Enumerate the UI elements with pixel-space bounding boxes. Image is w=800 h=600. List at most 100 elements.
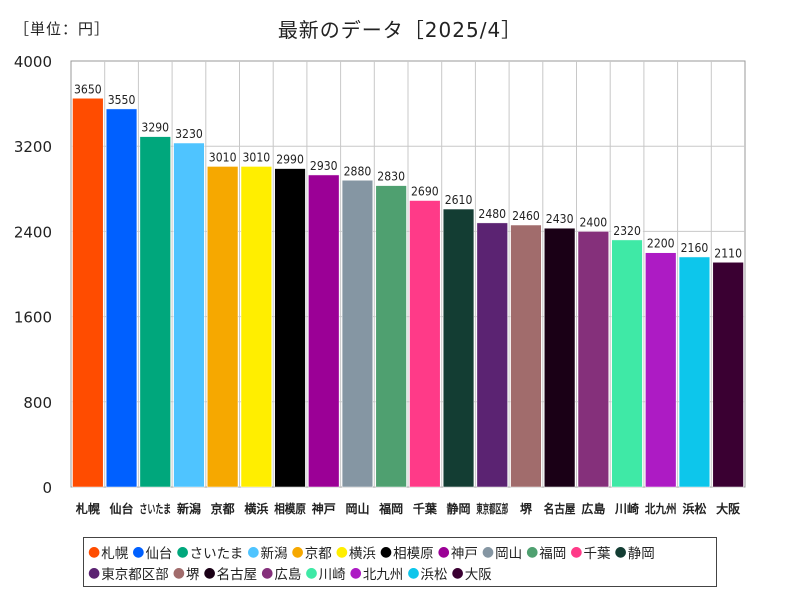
legend-marker-icon: ● (291, 543, 304, 560)
legend-label: 仙台 (145, 545, 173, 562)
x-tick-label: 神戸 (312, 501, 336, 516)
legend-item: ● 相模原 (380, 541, 434, 562)
bar-北九州 (645, 252, 677, 488)
value-label: 2320 (613, 224, 641, 238)
legend-marker-icon: ● (349, 564, 362, 581)
y-tick-label: 2400 (14, 223, 52, 241)
legend-label: 新潟 (260, 545, 288, 562)
value-label-bg (409, 182, 441, 200)
value-label: 3010 (209, 150, 237, 164)
value-label: 3650 (74, 82, 102, 96)
legend-marker-icon: ● (305, 564, 318, 581)
x-tick-label: 横浜 (244, 501, 268, 516)
y-tick-label: 800 (23, 394, 52, 412)
bar-chart: 0 800 1600 2400 3200 4000 3650 札幌 3550 仙台 3290 さいたま… (14, 53, 746, 516)
x-tick-label: 仙台 (110, 501, 134, 516)
value-label-bg (240, 148, 273, 166)
legend-marker-icon: ● (379, 543, 393, 560)
legend-marker-icon: ● (247, 543, 260, 560)
bar-浜松 (678, 256, 711, 488)
x-tick-label: 京都 (211, 501, 235, 516)
value-label-bg (375, 167, 407, 185)
legend-label: 相模原 (393, 545, 434, 562)
legend-label: 川崎 (318, 566, 346, 583)
legend-label: 浜松 (420, 566, 448, 583)
legend-label: 札幌 (101, 545, 129, 562)
value-label-bg (577, 213, 610, 231)
value-label-bg (644, 234, 677, 252)
legend-item: ● 名古屋 (203, 562, 257, 583)
legend-label: 千葉 (583, 545, 611, 562)
x-tick-label: 堺 (520, 501, 533, 516)
bar-相模原 (274, 168, 306, 488)
x-tick-label: さいたま (139, 502, 171, 516)
x-tick-label: 川崎 (614, 501, 639, 516)
x-tick-label: 広島 (581, 501, 605, 516)
legend-marker-icon: ● (132, 543, 145, 560)
legend-label: 神戸 (450, 545, 478, 562)
x-tick-label: 福岡 (378, 501, 403, 516)
value-label: 3550 (108, 93, 136, 107)
legend-label: 横浜 (348, 545, 376, 562)
value-label-bg (442, 191, 475, 209)
legend-item: ● 京都 (291, 541, 331, 562)
legend-marker-icon: ● (203, 564, 216, 581)
legend-marker-icon: ● (335, 543, 348, 560)
legend-label: 岡山 (495, 545, 523, 562)
value-label-bg (341, 162, 374, 180)
legend-label: 北九州 (362, 566, 404, 583)
bar-さいたま (139, 136, 171, 488)
legend-item: ● 新潟 (247, 541, 287, 562)
bar-岡山 (341, 180, 374, 488)
legend-label: さいたま (189, 545, 244, 562)
bar-神戸 (308, 174, 340, 488)
bar-大阪 (712, 262, 744, 488)
legend-item: ● 東京都区部 (88, 562, 169, 583)
bar-名古屋 (544, 227, 576, 488)
bar-広島 (577, 231, 609, 488)
value-label: 2430 (546, 212, 574, 226)
value-label-bg (712, 244, 744, 262)
bar-千葉 (409, 200, 441, 488)
x-tick-label: 相模原 (274, 501, 306, 516)
value-label: 2880 (344, 164, 372, 178)
legend-label: 京都 (304, 545, 332, 562)
bar-堺 (510, 224, 542, 488)
legend-item: ● 横浜 (336, 541, 376, 562)
value-label: 3230 (175, 127, 203, 141)
legend-item: ● 仙台 (132, 541, 172, 562)
bar-静岡 (442, 208, 475, 488)
value-label-bg (510, 207, 542, 225)
value-label-bg (543, 210, 576, 228)
legend-item: ● 堺 (173, 562, 200, 583)
value-label-bg (611, 221, 643, 239)
x-tick-label: 札幌 (75, 501, 100, 516)
legend-label: 東京都区部 (101, 566, 169, 583)
value-label-bg (274, 150, 306, 168)
legend-marker-icon: ● (176, 543, 189, 560)
bar-福岡 (375, 185, 407, 488)
legend-item: ● 福岡 (526, 541, 566, 562)
legend-item: ● 札幌 (88, 541, 128, 562)
value-label: 2690 (411, 185, 439, 199)
value-label-bg (206, 148, 239, 166)
x-tick-label: 浜松 (682, 501, 706, 516)
chart-title: 最新のデータ［2025/4］ (277, 18, 523, 42)
legend-item: ● 静岡 (615, 541, 655, 562)
legend-item: ● 北九州 (350, 562, 404, 583)
legend-marker-icon: ● (451, 564, 464, 581)
x-tick-label: 千葉 (413, 501, 438, 516)
legend-marker-icon: ● (172, 564, 185, 581)
y-tick-label: 0 (42, 479, 52, 497)
legend-marker-icon: ● (88, 543, 101, 560)
value-label-bg (105, 90, 138, 108)
value-label: 2480 (478, 207, 506, 221)
bar-東京都区部 (476, 222, 508, 488)
bar-札幌 (72, 98, 104, 488)
legend-marker-icon: ● (88, 564, 101, 581)
value-label-bg (72, 80, 104, 98)
x-tick-label: 名古屋 (544, 501, 576, 516)
value-label-bg (307, 156, 340, 174)
legend-label: 福岡 (539, 545, 567, 562)
value-label-bg (678, 238, 711, 256)
